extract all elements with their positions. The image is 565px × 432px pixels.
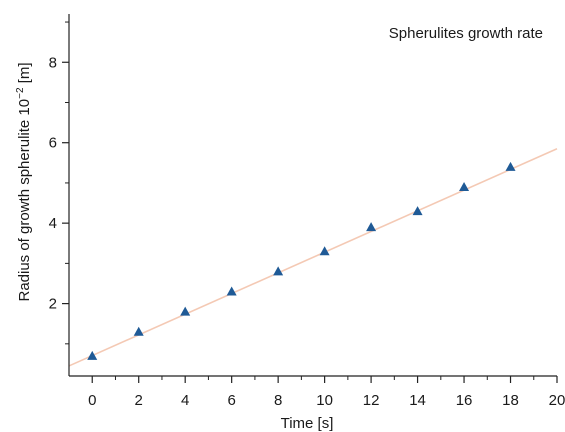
data-point-marker <box>366 222 377 232</box>
data-point-marker <box>505 161 516 171</box>
y-axis-title: Radius of growth spherulite 10−2 [m] <box>15 62 33 301</box>
legend-text: Spherulites growth rate <box>389 25 543 42</box>
fit-line <box>68 148 558 367</box>
axes-layer: 0 2 4 6 8 10 12 14 16 18 20 2 4 6 8 <box>49 14 565 409</box>
x-tick-label: 0 <box>88 392 96 409</box>
x-tick-label: 12 <box>363 392 380 409</box>
x-tick-label: 6 <box>227 392 235 409</box>
y-axis-title-unit: [m] <box>16 62 33 87</box>
x-tick-label: 14 <box>409 392 426 409</box>
x-tick-label: 10 <box>316 392 333 409</box>
y-tick-label: 2 <box>49 296 57 313</box>
data-point-marker <box>87 350 98 360</box>
x-tick-label: 20 <box>549 392 565 409</box>
y-axis-title-exponent: −2 <box>15 87 26 99</box>
data-point-marker <box>226 286 237 296</box>
x-tick-label: 4 <box>181 392 189 409</box>
data-point-marker <box>319 246 330 256</box>
data-point-marker <box>133 326 144 336</box>
data-point-marker <box>412 206 423 216</box>
y-tick-label: 4 <box>49 215 57 232</box>
fit-line-layer <box>68 148 558 367</box>
y-tick-label: 8 <box>49 54 57 71</box>
data-point-marker <box>273 266 284 276</box>
y-tick-label: 6 <box>49 135 57 152</box>
data-point-marker <box>180 306 191 316</box>
x-tick-label: 16 <box>456 392 473 409</box>
y-axis-title-main: Radius of growth spherulite 10 <box>16 99 33 302</box>
x-axis-title: Time [s] <box>281 415 334 432</box>
x-tick-label: 8 <box>274 392 282 409</box>
x-tick-label: 18 <box>502 392 519 409</box>
marker-layer <box>87 161 516 360</box>
data-point-marker <box>459 181 470 191</box>
x-tick-label: 2 <box>135 392 143 409</box>
